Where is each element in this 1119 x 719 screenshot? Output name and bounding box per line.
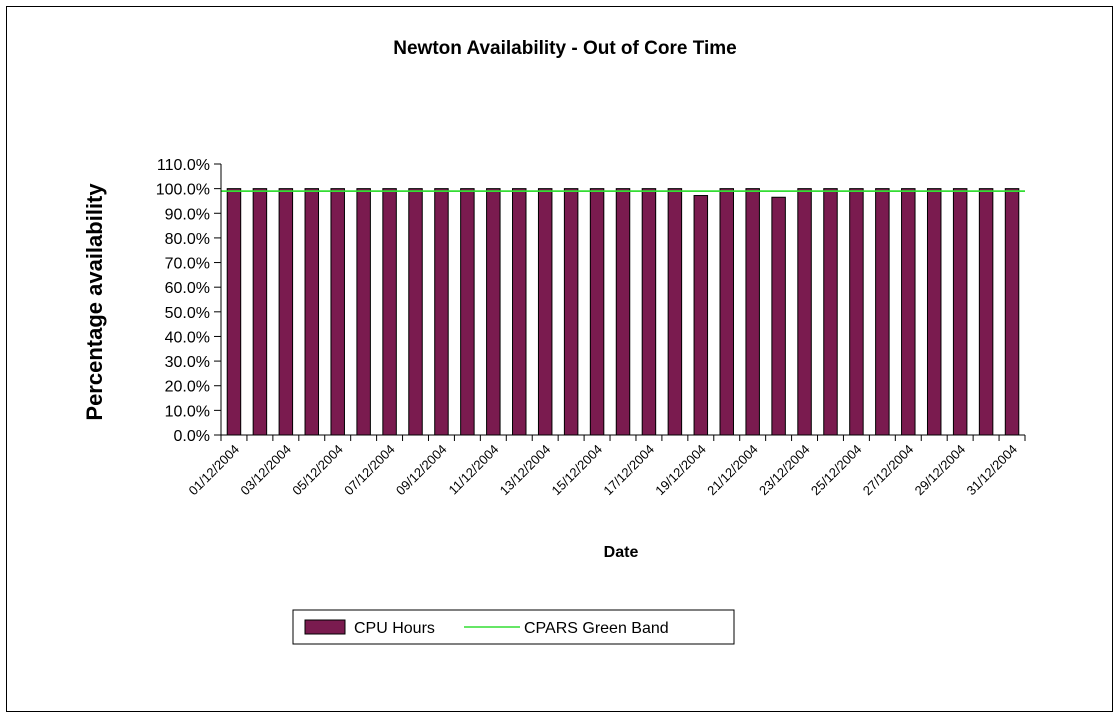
- y-tick-label: 80.0%: [165, 231, 210, 248]
- x-tick-label: 21/12/2004: [704, 442, 761, 499]
- y-tick-label: 10.0%: [165, 403, 210, 420]
- bar-15/12/2004: [589, 188, 605, 436]
- bar-17/12/2004: [641, 188, 657, 436]
- axes-group: [220, 164, 1025, 436]
- chart-title: Newton Availability - Out of Core Time: [393, 38, 736, 59]
- bar-08/12/2004: [408, 188, 423, 436]
- x-tick-label: 23/12/2004: [756, 442, 813, 499]
- y-tick-label: 60.0%: [165, 280, 210, 297]
- bar-26/12/2004: [875, 188, 890, 436]
- bar-20/12/2004: [719, 188, 734, 436]
- legend-label-cpu-hours: CPU Hours: [354, 620, 435, 637]
- y-tick-label: 0.0%: [174, 428, 210, 445]
- y-tick-label: 50.0%: [165, 305, 210, 322]
- x-tick-label: 05/12/2004: [289, 442, 346, 499]
- bar-02/12/2004: [252, 188, 268, 436]
- bar-19/12/2004: [693, 195, 709, 436]
- x-tick-label: 15/12/2004: [549, 442, 606, 499]
- bar-11/12/2004: [486, 188, 501, 436]
- y-tick-label: 110.0%: [157, 157, 210, 174]
- x-tick-label: 19/12/2004: [652, 442, 709, 499]
- bar-22/12/2004: [771, 196, 786, 436]
- x-ticks-group: 01/12/200403/12/200405/12/200407/12/2004…: [185, 435, 1026, 499]
- y-tick-label: 30.0%: [165, 354, 210, 371]
- x-tick-label: 09/12/2004: [393, 442, 450, 499]
- bar-29/12/2004: [952, 188, 968, 436]
- bar-24/12/2004: [823, 188, 838, 436]
- bar-01/12/2004: [226, 188, 242, 436]
- bar-30/12/2004: [978, 188, 994, 436]
- y-tick-label: 40.0%: [165, 329, 210, 346]
- y-tick-label: 100.0%: [156, 182, 210, 199]
- y-tick-label: 90.0%: [165, 206, 210, 223]
- legend: CPU Hours CPARS Green Band: [292, 609, 735, 645]
- bar-10/12/2004: [460, 188, 475, 436]
- x-tick-label: 07/12/2004: [341, 442, 398, 499]
- x-axis-label: Date: [604, 544, 639, 561]
- bar-31/12/2004: [1004, 188, 1020, 436]
- x-tick-label: 25/12/2004: [808, 442, 865, 499]
- y-tick-label: 20.0%: [165, 379, 210, 396]
- bar-04/12/2004: [304, 188, 320, 436]
- x-tick-label: 31/12/2004: [964, 442, 1021, 499]
- bar-27/12/2004: [901, 188, 916, 436]
- bar-12/12/2004: [512, 188, 527, 436]
- x-tick-label: 11/12/2004: [446, 442, 502, 498]
- x-tick-label: 03/12/2004: [237, 442, 294, 499]
- bar-14/12/2004: [563, 188, 579, 436]
- bar-05/12/2004: [330, 188, 345, 436]
- bar-23/12/2004: [797, 188, 812, 436]
- bars-group: [226, 188, 1020, 436]
- x-tick-label: 01/12/2004: [185, 442, 242, 499]
- x-tick-label: 13/12/2004: [497, 442, 554, 499]
- x-tick-label: 17/12/2004: [600, 442, 657, 499]
- bar-16/12/2004: [615, 188, 631, 436]
- legend-swatch-cpu-hours: [304, 619, 346, 635]
- x-tick-label: 27/12/2004: [860, 442, 917, 499]
- legend-label-green-band: CPARS Green Band: [524, 620, 669, 637]
- bar-18/12/2004: [667, 188, 683, 436]
- y-tick-label: 70.0%: [165, 256, 210, 273]
- bar-25/12/2004: [849, 188, 864, 436]
- bar-09/12/2004: [434, 188, 449, 436]
- y-axis-label: Percentage availability: [82, 183, 107, 421]
- bar-06/12/2004: [356, 188, 371, 436]
- bar-03/12/2004: [278, 188, 294, 436]
- y-ticks-group: 0.0% 10.0% 20.0% 30.0% 40.0% 50.0% 60.0% 70.0% 8…: [156, 157, 221, 445]
- bar-07/12/2004: [382, 188, 397, 436]
- bar-13/12/2004: [537, 188, 553, 436]
- x-tick-label: 29/12/2004: [912, 442, 969, 499]
- bar-28/12/2004: [926, 188, 942, 436]
- bar-21/12/2004: [745, 188, 760, 436]
